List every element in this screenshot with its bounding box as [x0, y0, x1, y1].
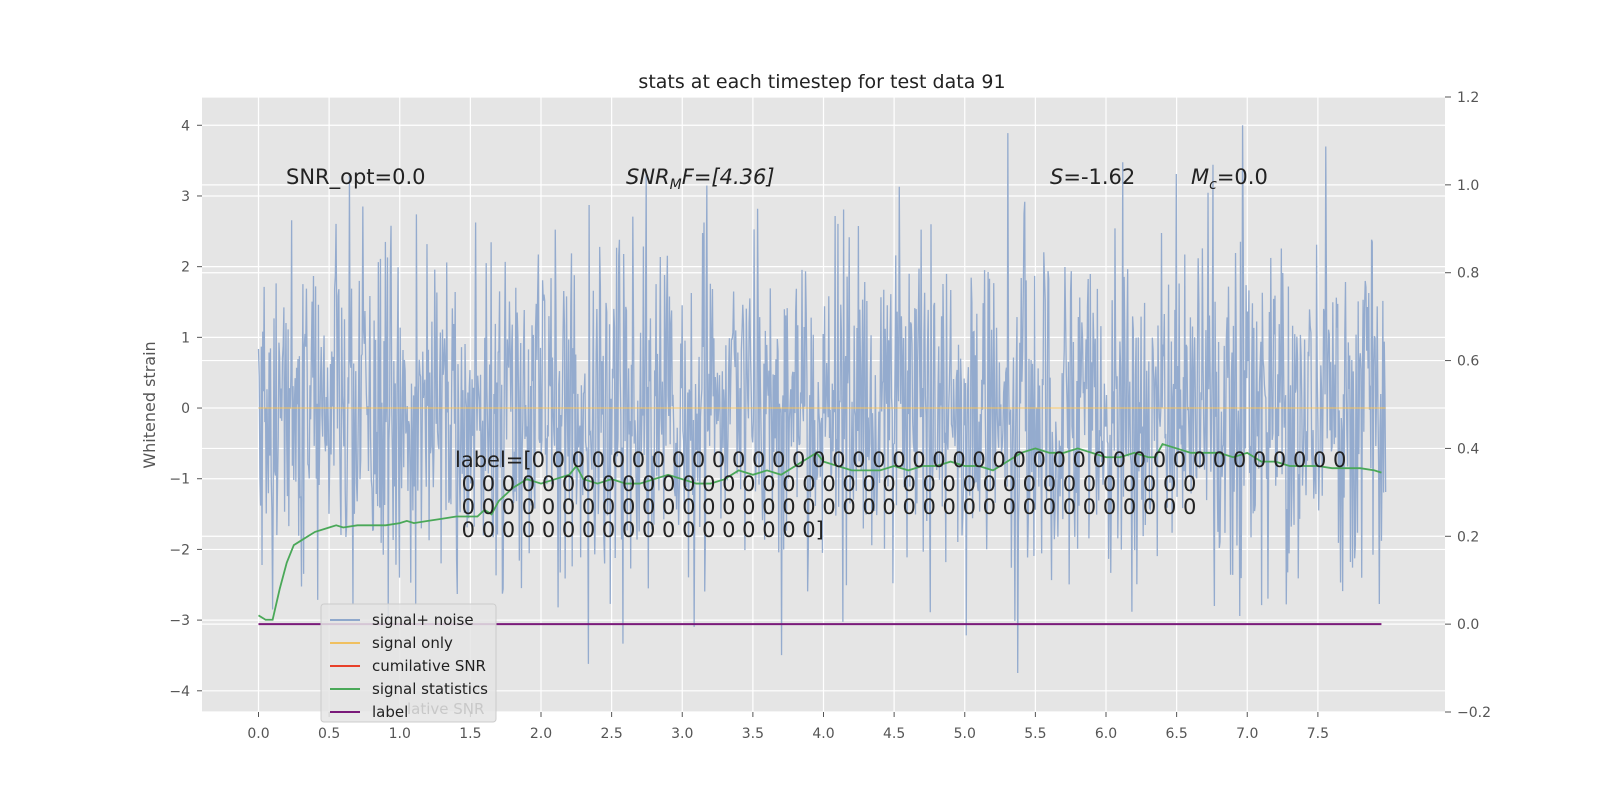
legend-label: signal only — [372, 634, 453, 652]
mc-sub: c — [1209, 177, 1217, 193]
snr-mf-prefix: SNR — [626, 165, 670, 189]
legend-box — [320, 603, 497, 723]
y2-tick-label: 0.0 — [1457, 617, 1479, 633]
mc-name: M — [1191, 165, 1209, 189]
signal-statistics-line — [258, 442, 1382, 621]
x-tick-label: 5.0 — [954, 726, 976, 742]
y-tick-label: −4 — [169, 684, 190, 700]
y-tick-label: 0 — [181, 401, 190, 417]
chart-title: stats at each timestep for test data 91 — [638, 71, 1005, 93]
y2-tick-label: 0.6 — [1457, 354, 1479, 370]
x-tick-label: 4.0 — [812, 726, 834, 742]
y2-tick-label: 0.8 — [1457, 266, 1479, 282]
y2-tick-label: 1.0 — [1457, 178, 1479, 194]
y-tick-label: −3 — [169, 613, 190, 629]
y-tick-label: −2 — [169, 542, 190, 558]
y2-tick-label: 0.4 — [1457, 441, 1479, 457]
x-tick-label: 3.5 — [742, 726, 764, 742]
label-line-1: label=[0 0 0 0 0 0 0 0 0 0 0 0 0 0 0 0 0… — [455, 448, 1346, 472]
s-annotation: S=-1.62 — [1050, 165, 1135, 189]
y-tick-label: 3 — [181, 189, 190, 205]
x-tick-label: 6.5 — [1165, 726, 1187, 742]
label-annotation: label=[0 0 0 0 0 0 0 0 0 0 0 0 0 0 0 0 0… — [455, 448, 1346, 542]
mc-annotation: Mc=0.0 — [1191, 165, 1268, 193]
x-tick-label: 2.0 — [530, 726, 552, 742]
legend-label: signal+ noise — [372, 611, 474, 629]
y2-tick-label: −0.2 — [1457, 705, 1491, 721]
legend: lative SNR signal+ noise signal only cumil… — [320, 603, 497, 723]
y-tick-label: 2 — [181, 260, 190, 276]
legend-item-signal-noise: signal+ noise — [330, 611, 474, 629]
legend-label: cumilative SNR — [372, 657, 486, 675]
legend-item-signal-only: signal only — [330, 634, 453, 652]
y-tick-label: 1 — [181, 330, 190, 346]
y2-tick-label: 0.2 — [1457, 529, 1479, 545]
legend-item-label: label — [330, 703, 408, 721]
x-tick-label: 1.0 — [389, 726, 411, 742]
snr-mf-suffix: F=[4.36] — [682, 165, 775, 189]
legend-items: signal+ noise signal only cumilative SNR si… — [330, 611, 488, 721]
s-value: =-1.62 — [1063, 165, 1135, 189]
x-tick-label: 0.5 — [318, 726, 340, 742]
signal-noise-series — [257, 125, 1387, 674]
s-name: S — [1050, 165, 1063, 189]
x-tick-label: 4.5 — [883, 726, 905, 742]
legend-item-signal-statistics: signal statistics — [330, 680, 488, 698]
x-tick-label: 7.0 — [1236, 726, 1258, 742]
y2-tick-label: 1.2 — [1457, 90, 1479, 106]
y-tick-label: 4 — [181, 118, 190, 134]
x-tick-label: 0.0 — [247, 726, 269, 742]
y-axis-label: Whitened strain — [140, 341, 159, 468]
label-line-3: 0 0 0 0 0 0 0 0 0 0 0 0 0 0 0 0 0 0 0 0 … — [455, 495, 1196, 519]
mc-value: =0.0 — [1217, 165, 1268, 189]
snr-mf-sub: M — [670, 177, 682, 193]
legend-label: label — [372, 703, 408, 721]
x-tick-label: 6.0 — [1095, 726, 1117, 742]
x-tick-label: 2.5 — [600, 726, 622, 742]
axes: 0.0 0.5 1.0 1.5 2.0 2.5 3.0 3.5 4.0 4.5 5.0 5.5 6.0 6… — [169, 90, 1491, 742]
x-tick-label: 7.5 — [1307, 726, 1329, 742]
label-line-2: 0 0 0 0 0 0 0 0 0 0 0 0 0 0 0 0 0 0 0 0 … — [455, 472, 1196, 496]
legend-item-cumulative-snr: cumilative SNR — [330, 657, 486, 675]
y-tick-label: −1 — [169, 472, 190, 488]
snr-opt-annotation: SNR_opt=0.0 — [286, 165, 426, 190]
x-tick-label: 3.0 — [671, 726, 693, 742]
legend-label: signal statistics — [372, 680, 488, 698]
x-tick-label: 5.5 — [1024, 726, 1046, 742]
x-tick-label: 1.5 — [459, 726, 481, 742]
snr-mf-annotation: SNRMF=[4.36] — [626, 165, 775, 193]
signal-noise-line — [257, 125, 1387, 674]
label-line-4: 0 0 0 0 0 0 0 0 0 0 0 0 0 0 0 0 0 0] — [455, 518, 824, 542]
legend-ghost-text: lative SNR — [407, 700, 484, 718]
